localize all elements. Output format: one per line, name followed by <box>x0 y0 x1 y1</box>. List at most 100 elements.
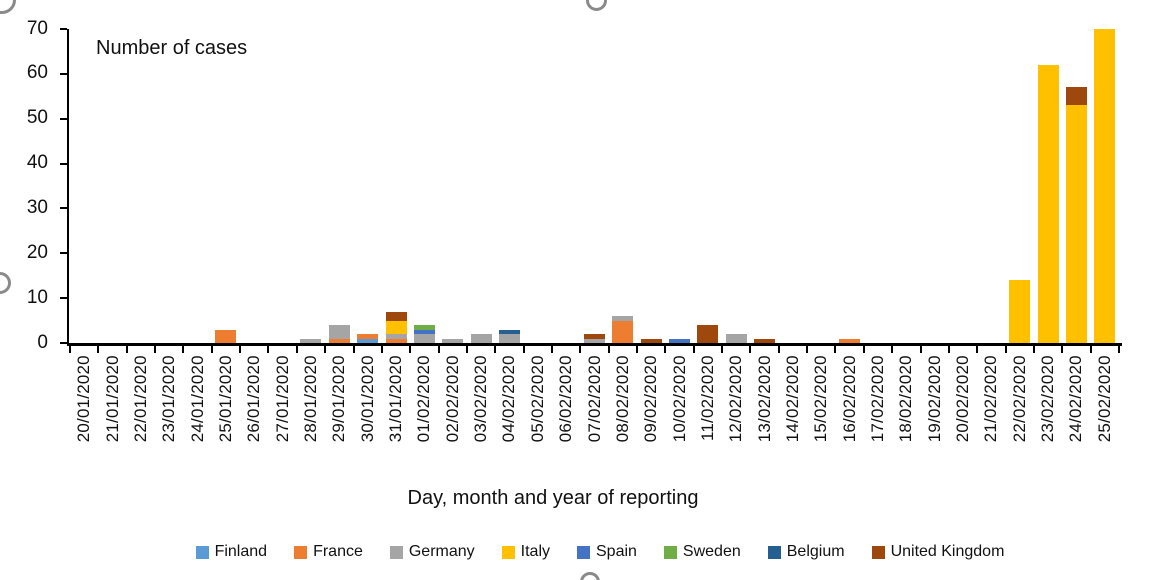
bar-segment-united-kingdom <box>584 334 605 339</box>
legend-item-germany: Germany <box>389 543 475 561</box>
x-category-label: 21/02/2020 <box>981 354 1001 443</box>
legend-label: Germany <box>408 543 475 560</box>
legend-item-finland: Finland <box>195 543 267 561</box>
y-tick-mark <box>60 28 67 30</box>
x-tick-mark <box>1004 345 1007 353</box>
x-axis-title: Day, month and year of reporting <box>407 487 699 509</box>
x-category-label: 31/01/2020 <box>385 354 405 443</box>
y-tick-mark <box>60 207 67 210</box>
y-tick-mark <box>60 297 67 300</box>
y-tick-label: 10 <box>26 286 48 308</box>
x-category-label: 17/02/2020 <box>867 354 887 443</box>
x-tick-mark <box>69 345 71 353</box>
cropped-glyph-left <box>0 272 11 294</box>
bar-segment-france <box>839 338 861 343</box>
x-tick-mark <box>1032 345 1035 353</box>
x-tick-mark <box>976 345 979 353</box>
bar-segment-italy <box>1037 64 1059 343</box>
chart-inner-label: Number of cases <box>96 37 248 59</box>
bar-segment-united-kingdom <box>385 311 407 321</box>
x-category-label: 27/01/2020 <box>272 354 292 443</box>
legend-label: Sweden <box>682 543 741 560</box>
bar-segment-germany <box>612 316 634 321</box>
bar-segment-italy <box>385 320 407 335</box>
bar-segment-germany <box>498 334 520 343</box>
bar-segment-france <box>357 334 379 339</box>
legend-item-italy: Italy <box>501 543 550 561</box>
x-tick-mark <box>1118 345 1120 353</box>
bar-segment-united-kingdom <box>640 338 662 343</box>
x-category-label: 13/02/2020 <box>754 354 774 443</box>
y-tick-label: 50 <box>26 107 48 129</box>
x-tick-mark <box>267 345 270 353</box>
bar-segment-germany <box>328 325 350 339</box>
x-category-label: 11/02/2020 <box>697 354 717 441</box>
bar-segment-germany <box>725 334 747 343</box>
bar-segment-germany <box>584 338 605 343</box>
cropped-glyph-top <box>586 0 607 11</box>
x-tick-mark <box>437 345 440 353</box>
x-tick-mark <box>550 345 553 353</box>
x-tick-mark <box>125 345 128 353</box>
legend-swatch <box>501 545 515 559</box>
y-tick-label: 30 <box>26 196 48 218</box>
y-tick-label: 70 <box>26 17 48 39</box>
x-tick-mark <box>636 345 639 353</box>
x-category-label: 24/01/2020 <box>187 354 207 443</box>
y-tick-label: 20 <box>26 241 48 263</box>
x-axis-line <box>67 343 1122 346</box>
x-category-label: 16/02/2020 <box>839 354 859 443</box>
cropped-glyph-bottom <box>580 572 600 580</box>
x-tick-mark <box>210 345 213 353</box>
legend-label: Spain <box>596 543 637 560</box>
bar-segment-united-kingdom <box>697 325 719 343</box>
legend-swatch <box>767 545 781 559</box>
bar-segment-germany <box>413 334 435 343</box>
x-category-label: 08/02/2020 <box>612 354 632 443</box>
x-category-label: 20/01/2020 <box>74 354 93 443</box>
y-axis-line <box>67 29 69 346</box>
legend-item-sweden: Sweden <box>663 543 741 561</box>
y-tick-mark <box>60 72 67 75</box>
legend-swatch <box>195 545 209 559</box>
x-tick-mark <box>352 345 355 353</box>
y-tick-mark <box>60 342 67 344</box>
cropped-glyph-corner <box>0 0 16 14</box>
y-tick-mark <box>60 162 67 165</box>
x-category-label: 29/01/2020 <box>329 354 349 443</box>
bar-segment-germany <box>300 338 322 343</box>
legend-item-united-kingdom: United Kingdom <box>871 543 1004 561</box>
x-category-label: 10/02/2020 <box>669 354 689 443</box>
y-tick-mark <box>60 252 67 255</box>
x-category-label: 25/02/2020 <box>1094 354 1114 443</box>
x-tick-mark <box>891 345 894 353</box>
bar-segment-united-kingdom <box>1065 87 1087 106</box>
x-tick-mark <box>1061 345 1064 353</box>
legend-swatch <box>389 545 403 559</box>
bar-segment-italy <box>1009 280 1031 343</box>
bar-segment-france <box>612 320 634 343</box>
x-tick-mark <box>777 345 780 353</box>
legend-item-spain: Spain <box>577 543 637 561</box>
x-category-label: 09/02/2020 <box>641 354 661 443</box>
x-tick-mark <box>919 345 922 353</box>
x-tick-mark <box>664 345 667 353</box>
legend-swatch <box>577 545 590 559</box>
x-tick-mark <box>1089 345 1092 353</box>
bar-segment-spain <box>669 338 691 343</box>
x-category-label: 21/01/2020 <box>102 354 122 443</box>
x-tick-mark <box>749 345 752 353</box>
x-category-label: 03/02/2020 <box>470 354 490 443</box>
bar-segment-germany <box>385 334 407 339</box>
x-category-label: 12/02/2020 <box>726 354 746 443</box>
chart-legend: Finland France Germany Italy Spain Sweden Belg… <box>20 543 1160 561</box>
x-tick-mark <box>465 345 468 353</box>
x-tick-mark <box>295 345 298 353</box>
x-category-label: 19/02/2020 <box>924 354 944 443</box>
bar-segment-spain <box>413 329 435 335</box>
bar-segment-finland <box>357 338 379 343</box>
bar-segment-belgium <box>498 329 520 335</box>
x-tick-mark <box>834 345 837 353</box>
x-category-label: 20/02/2020 <box>952 354 972 443</box>
